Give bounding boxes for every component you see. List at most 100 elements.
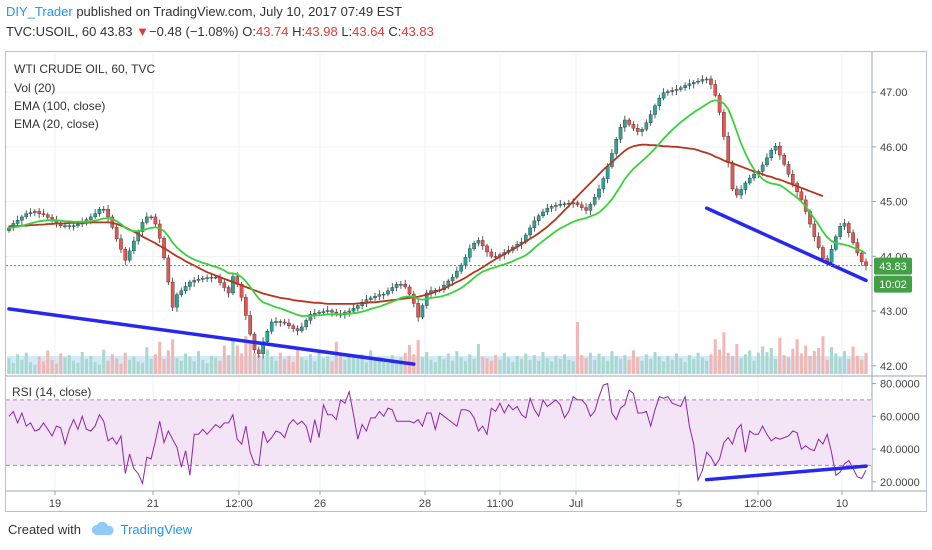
trendlines (7, 206, 868, 366)
volume-bar (377, 356, 381, 374)
candle-body (196, 279, 201, 281)
rsi-tick-label: 60.0000 (880, 411, 920, 423)
candle-body (743, 182, 748, 190)
volume-bar (11, 362, 15, 374)
candle-body (351, 308, 356, 312)
candle-body (485, 245, 489, 253)
candle-body (213, 276, 218, 279)
candle-body (325, 310, 330, 312)
volume-bar (735, 344, 739, 374)
volume-bar (214, 357, 218, 374)
time-tick-label: 19 (49, 498, 61, 510)
volume-bar (20, 359, 24, 374)
down-arrow-icon: ▼ (136, 24, 149, 39)
tradingview-brand[interactable]: TradingView (120, 522, 193, 537)
candle-body (373, 296, 377, 299)
candle-body (489, 251, 494, 257)
candle-body (106, 209, 110, 218)
volume-bar (489, 360, 493, 374)
volume-bar (339, 353, 343, 374)
author-link[interactable]: DIY_Trader (6, 4, 73, 19)
volume-bar (649, 359, 653, 374)
candle-body (28, 212, 33, 214)
candle-body (846, 223, 851, 233)
volume-bar (278, 352, 282, 374)
volume-bar (119, 363, 123, 374)
high-label: H: (292, 24, 306, 39)
candle-body (407, 286, 412, 295)
quote-line: TVC:USOIL, 60 43.83 ▼−0.48 (−1.08%) O:43… (6, 24, 434, 39)
candle-body (799, 191, 804, 201)
candle-body (644, 122, 649, 130)
volume-bar (110, 354, 114, 374)
trendline (704, 206, 868, 283)
volume-bar (265, 349, 269, 374)
candle-body (601, 178, 606, 190)
volume-bar (606, 360, 610, 374)
volume-bar (795, 339, 799, 374)
candle-body (386, 290, 390, 295)
volume-bar (179, 360, 183, 374)
volume-bar (50, 359, 54, 374)
volume-bar (808, 355, 812, 374)
candle-body (381, 293, 386, 296)
candle-body (222, 282, 227, 288)
candle-body (459, 264, 463, 272)
candle-body (256, 349, 261, 354)
volume-bar (304, 359, 308, 374)
volume-bar (519, 359, 523, 374)
candle-body (769, 149, 774, 158)
time-tick-label: 12:00 (225, 498, 253, 510)
volume-bar (7, 358, 11, 374)
candle-body (554, 205, 558, 207)
candle-body (717, 95, 722, 113)
volume-bar (511, 362, 515, 374)
price-tick-label: 47.00 (880, 87, 908, 99)
volume-bar (162, 359, 166, 374)
candle-body (119, 238, 123, 250)
volume-bar (300, 357, 304, 374)
volume-bar (429, 359, 433, 374)
candle-body (377, 294, 382, 297)
volume-bar (227, 355, 231, 374)
candle-body (821, 247, 825, 259)
time-badge-label: 10:02 (879, 279, 907, 291)
candle-body (735, 188, 739, 196)
candle-body (661, 92, 666, 99)
candle-body (670, 90, 675, 92)
candle-body (287, 322, 291, 327)
volume-bar (334, 341, 338, 374)
volume-bar (718, 349, 722, 374)
candle-body (812, 223, 817, 237)
volume-bar (369, 350, 373, 374)
candle-body (239, 284, 244, 298)
volume-bar (804, 345, 808, 374)
time-tick-label: 10 (836, 498, 848, 510)
price-tick-label: 45.00 (880, 197, 908, 209)
volume-bar (692, 359, 696, 374)
volume-bar (166, 350, 170, 374)
volume-bar (662, 361, 666, 374)
rsi-legend: RSI (14, close) (12, 385, 92, 399)
close-value: 43.83 (401, 24, 434, 39)
candle-body (627, 119, 631, 125)
volume-bar (382, 360, 386, 374)
volume-bar (248, 343, 252, 374)
candle-body (295, 328, 300, 331)
candle-body (149, 216, 153, 219)
candle-body (170, 281, 175, 308)
volume-bar (463, 361, 467, 374)
candle-body (192, 280, 196, 283)
volume-bar (188, 356, 192, 374)
volume-bar (451, 360, 455, 374)
candle-body (597, 188, 601, 198)
volume-bar (123, 352, 127, 374)
volume-bar (761, 346, 765, 374)
candle-body (114, 227, 119, 240)
volume-bar (567, 359, 571, 374)
candle-body (545, 207, 550, 213)
volume-bar (679, 358, 683, 374)
volume-bar (270, 356, 274, 374)
volume-bar (425, 351, 429, 374)
